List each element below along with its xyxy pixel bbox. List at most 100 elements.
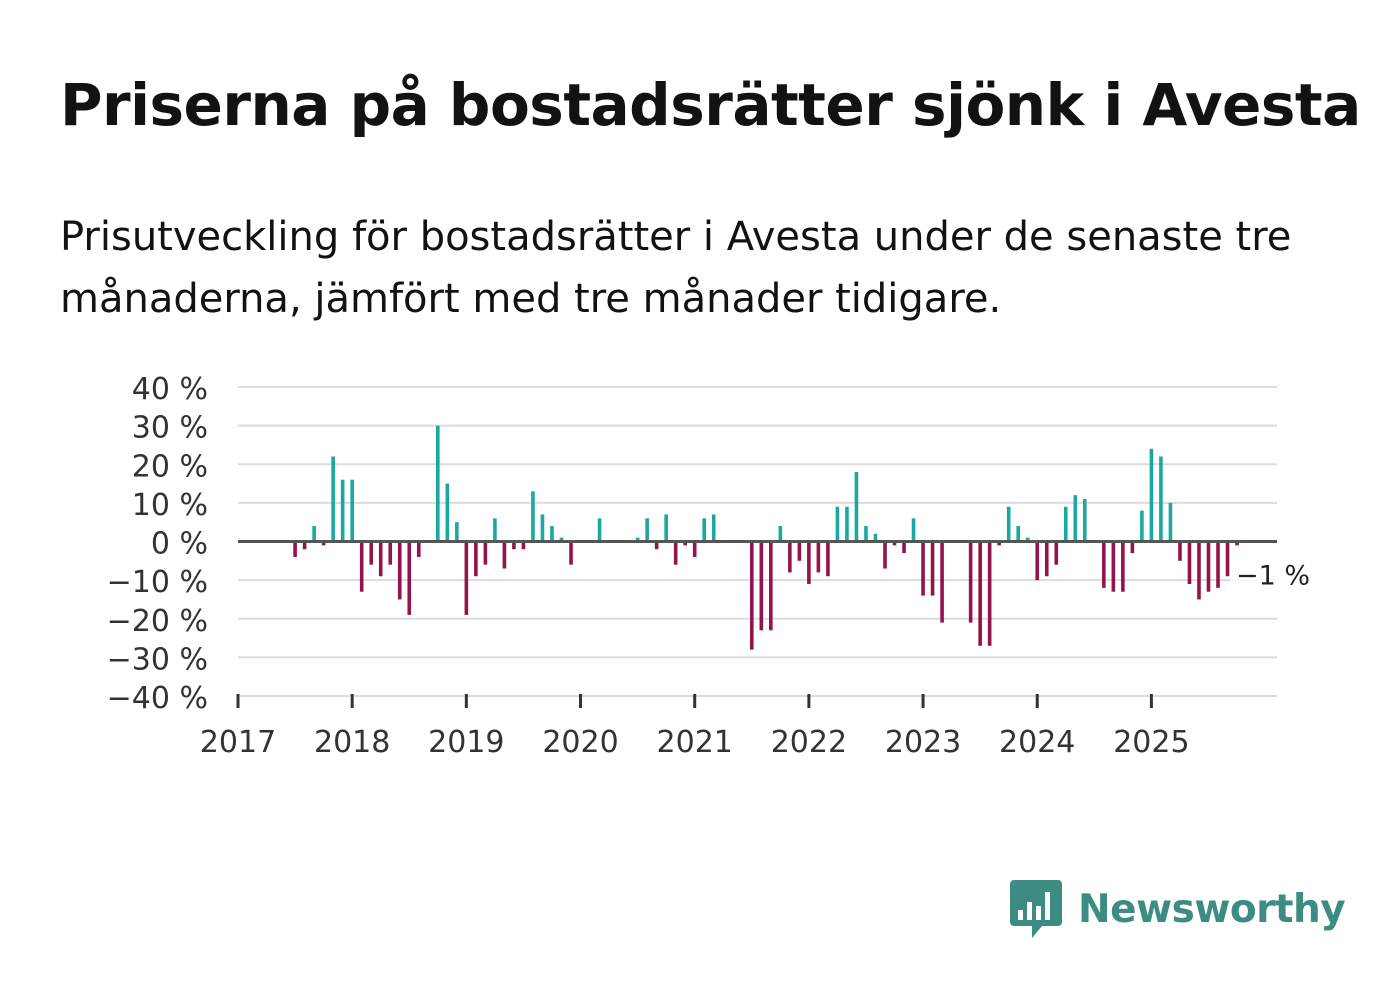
bar bbox=[474, 541, 478, 577]
x-tick-label: 2023 bbox=[885, 725, 961, 760]
bar bbox=[1187, 541, 1192, 584]
newsworthy-bar-chart-icon bbox=[1010, 880, 1062, 938]
bar bbox=[569, 541, 573, 565]
bar bbox=[521, 541, 526, 550]
bar bbox=[845, 506, 849, 542]
bar bbox=[483, 541, 488, 565]
x-tick-label: 2024 bbox=[999, 725, 1075, 760]
bar bbox=[455, 522, 459, 542]
chart-subtitle: Prisutveckling för bostadsrätter i Avest… bbox=[60, 214, 1292, 322]
bar bbox=[1206, 541, 1211, 592]
bar bbox=[940, 541, 944, 623]
bar bbox=[559, 537, 564, 542]
bar bbox=[1054, 541, 1059, 565]
bar bbox=[816, 541, 821, 573]
bar bbox=[550, 526, 554, 542]
labels-layer: 40 % 30 %20 % 10 % 0 %−10 % −20 %−30 % −40 % 2… bbox=[107, 372, 1316, 760]
bar bbox=[997, 541, 1001, 546]
bar bbox=[826, 541, 830, 577]
bar bbox=[1149, 448, 1154, 542]
bar bbox=[407, 541, 412, 615]
x-tick-label: 2020 bbox=[542, 725, 618, 760]
bar bbox=[664, 514, 668, 542]
bar bbox=[854, 471, 859, 542]
bar bbox=[1130, 541, 1135, 554]
bar bbox=[1235, 541, 1239, 546]
bar bbox=[797, 541, 802, 561]
bar bbox=[683, 541, 687, 546]
bar bbox=[930, 541, 935, 596]
bar bbox=[759, 541, 764, 631]
annotation-background bbox=[1231, 560, 1316, 592]
last-value-annotation: −1 % bbox=[1236, 560, 1310, 591]
y-tick-label: 10 % bbox=[132, 488, 208, 523]
bar bbox=[1225, 541, 1230, 577]
bar bbox=[987, 541, 992, 646]
bar bbox=[388, 541, 393, 565]
bar bbox=[340, 479, 345, 542]
bar bbox=[302, 541, 307, 550]
bar bbox=[1025, 537, 1030, 542]
bar bbox=[378, 541, 383, 577]
bar bbox=[1168, 502, 1173, 542]
bar bbox=[531, 491, 535, 542]
bar bbox=[645, 518, 649, 542]
bar bbox=[502, 541, 507, 569]
bar bbox=[1102, 541, 1106, 588]
bar bbox=[769, 541, 773, 631]
bar bbox=[321, 541, 326, 546]
x-tick-label: 2022 bbox=[771, 725, 847, 760]
bar bbox=[493, 518, 497, 542]
bar bbox=[883, 541, 887, 569]
y-tick-label: 30 % bbox=[132, 411, 208, 446]
bar bbox=[864, 526, 868, 542]
bar bbox=[331, 456, 335, 542]
y-tick-label: 40 % bbox=[132, 372, 208, 407]
bar bbox=[635, 537, 640, 542]
bar bbox=[1216, 541, 1220, 588]
y-tick-label: 20 % bbox=[132, 449, 208, 484]
x-tick-label: 2018 bbox=[314, 725, 390, 760]
bar bbox=[1140, 510, 1144, 542]
bar bbox=[1083, 499, 1087, 542]
bar bbox=[597, 518, 602, 542]
bar bbox=[778, 526, 783, 542]
bar bbox=[397, 541, 402, 600]
bar bbox=[436, 425, 440, 542]
bar bbox=[293, 541, 297, 557]
bar bbox=[1121, 541, 1125, 592]
bars-layer bbox=[293, 425, 1239, 650]
newsworthy-logo: Newsworthy bbox=[1010, 880, 1346, 938]
bar bbox=[416, 541, 421, 557]
bar bbox=[464, 541, 469, 615]
bar bbox=[1035, 541, 1040, 581]
bar bbox=[1197, 541, 1201, 600]
bar bbox=[1044, 541, 1049, 577]
bar bbox=[673, 541, 678, 565]
bar bbox=[1159, 456, 1163, 542]
bar bbox=[1063, 506, 1068, 542]
bar bbox=[312, 526, 316, 542]
y-tick-label: −30 % bbox=[107, 642, 208, 677]
bar bbox=[445, 483, 450, 542]
bar bbox=[902, 541, 906, 554]
x-tick-label: 2017 bbox=[200, 725, 276, 760]
bar bbox=[1178, 541, 1182, 561]
bar bbox=[892, 541, 897, 546]
bar bbox=[540, 514, 545, 542]
bar bbox=[711, 514, 716, 542]
y-tick-label: −40 % bbox=[107, 681, 208, 716]
x-tick-label: 2019 bbox=[428, 725, 504, 760]
bar bbox=[807, 541, 811, 584]
bar bbox=[873, 533, 878, 542]
bar bbox=[1006, 506, 1011, 542]
bar bbox=[835, 506, 840, 542]
bar bbox=[1073, 495, 1078, 542]
axis-layer bbox=[236, 540, 1277, 708]
bar bbox=[702, 518, 707, 542]
bar bbox=[749, 541, 754, 650]
y-tick-label: −20 % bbox=[107, 604, 208, 639]
bar bbox=[654, 541, 659, 550]
logo-text: Newsworthy bbox=[1078, 886, 1346, 932]
